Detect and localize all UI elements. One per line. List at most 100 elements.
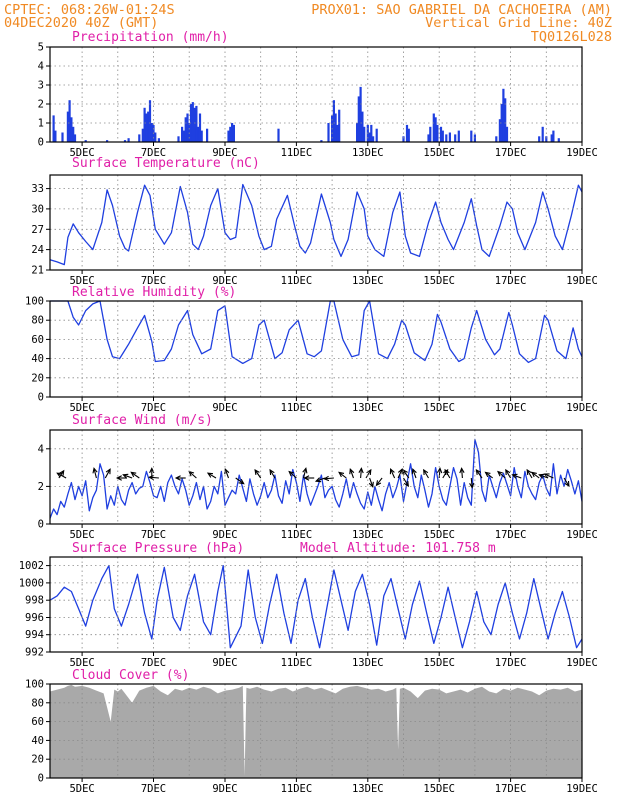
wind-series-line xyxy=(49,438,583,519)
panel-humidity: Relative Humidity (%) 0 20 40 60 80 100 5DEC 7D… xyxy=(25,285,598,414)
wind-arrow-head xyxy=(423,468,429,476)
precipitation-bar xyxy=(229,126,232,142)
precipitation-frame xyxy=(49,46,583,143)
temperature-xtick-label: 9DEC xyxy=(212,275,237,287)
precipitation-ytick-label: 2 xyxy=(38,99,44,111)
precipitation-bar xyxy=(106,140,109,142)
precipitation-bar xyxy=(66,111,69,142)
precipitation-bar xyxy=(200,130,203,142)
temperature-xtick-label: 15DEC xyxy=(423,275,455,287)
cloud-xtick-label: 13DEC xyxy=(352,783,384,795)
wind-arrow xyxy=(390,468,396,479)
wind-arrow-head xyxy=(543,473,550,479)
header-location: CPTEC: 068:26W-01:24S xyxy=(4,2,175,18)
humidity-ytick-label: 40 xyxy=(31,353,44,365)
precipitation-bar xyxy=(157,138,160,142)
precipitation-xtick-label: 11DEC xyxy=(281,147,313,159)
precipitation-bar xyxy=(184,117,187,142)
wind-arrow-head xyxy=(206,472,214,478)
wind-arrow xyxy=(563,477,570,487)
precipitation-bar xyxy=(338,109,341,142)
wind-arrow-head xyxy=(444,468,450,476)
precipitation-bar xyxy=(448,132,451,142)
wind-arrow xyxy=(512,474,522,479)
precipitation-bar xyxy=(370,124,373,142)
wind-plot: 0 2 4 5DEC 7DEC 9DEC 11DEC 13DEC 15DEC 17DEC 19DEC xyxy=(38,429,598,541)
precipitation-bar xyxy=(439,126,443,142)
precipitation-bar xyxy=(552,130,555,142)
temperature-ytick-label: 21 xyxy=(31,265,44,277)
wind-arrow-head xyxy=(526,468,532,476)
humidity-xtick-label: 15DEC xyxy=(423,402,455,414)
wind-arrow xyxy=(485,471,494,479)
cloud-ytick-label: 100 xyxy=(25,679,44,691)
wind-arrow xyxy=(149,476,159,479)
precipitation-xtick-label: 9DEC xyxy=(212,147,237,159)
wind-arrow-head xyxy=(224,468,230,475)
wind-ytick-label: 0 xyxy=(38,519,44,531)
precipitation-bar xyxy=(277,128,280,142)
temperature-xtick-label: 11DEC xyxy=(281,275,313,287)
humidity-ytick-label: 20 xyxy=(31,372,44,384)
precipitation-bar xyxy=(143,107,146,142)
humidity-xtick-label: 9DEC xyxy=(212,402,237,414)
precipitation-ytick-label: 0 xyxy=(38,137,44,149)
header-model: TQ0126L028 xyxy=(531,29,612,45)
temperature-plot: 21 24 27 30 33 5DEC 7DEC 9DEC 11DEC 13DEC 15DEC 17D… xyxy=(31,174,598,287)
wind-arrow xyxy=(235,477,245,485)
wind-arrow-head xyxy=(122,473,129,479)
precipitation-bar xyxy=(148,100,152,142)
precipitation-bar xyxy=(505,126,509,142)
precipitation-bar xyxy=(198,113,202,142)
humidity-xtick-label: 5DEC xyxy=(69,402,94,414)
pressure-ytick-label: 1002 xyxy=(19,560,44,572)
wind-arrow-head xyxy=(531,471,537,478)
precipitation-plot: 0 1 2 3 4 5 5DEC 7DEC 9DEC 11DEC 13DEC 15DEC 17DEC 19… xyxy=(38,42,598,160)
pressure-xtick-label: 19DEC xyxy=(566,657,598,669)
cloud-area xyxy=(50,684,582,778)
wind-arrow xyxy=(423,469,429,479)
wind-arrow xyxy=(130,471,140,479)
wind-xtick-label: 17DEC xyxy=(495,529,527,541)
precipitation-bar xyxy=(336,124,339,142)
wind-arrow-head xyxy=(402,468,408,475)
model-altitude-note: Model Altitude: 101.758 m xyxy=(300,541,496,556)
cloud-xtick-label: 5DEC xyxy=(69,783,94,795)
precipitation-bar xyxy=(70,117,73,142)
precipitation-bar xyxy=(454,134,457,142)
temperature-title: Surface Temperature (nC) xyxy=(72,156,260,171)
precipitation-ytick-label: 5 xyxy=(38,42,44,54)
wind-ytick-label: 2 xyxy=(38,481,44,493)
wind-arrow xyxy=(123,474,133,479)
cloud-ytick-label: 20 xyxy=(31,754,44,766)
wind-arrow xyxy=(360,468,362,479)
wind-arrow-head xyxy=(254,468,260,475)
wind-arrow-head xyxy=(174,475,181,481)
humidity-xtick-label: 19DEC xyxy=(566,402,598,414)
precipitation-xtick-label: 17DEC xyxy=(495,147,527,159)
wind-arrow xyxy=(369,477,374,487)
wind-arrow xyxy=(403,477,409,487)
precipitation-xtick-label: 15DEC xyxy=(423,147,455,159)
wind-arrow-head xyxy=(303,475,310,481)
precipitation-bar xyxy=(550,134,553,142)
wind-arrow xyxy=(505,469,512,479)
precipitation-bar xyxy=(123,140,127,142)
wind-arrow xyxy=(93,468,97,479)
precipitation-bar xyxy=(436,124,439,142)
header-run-time: 04DEC2020 40Z (GMT) xyxy=(4,15,158,31)
panel-pressure: Surface Pressure (hPa) Model Altitude: 1… xyxy=(19,541,598,669)
wind-arrow xyxy=(104,468,111,479)
wind-arrow-head xyxy=(375,480,382,487)
pressure-xtick-label: 7DEC xyxy=(141,657,166,669)
wind-xtick-label: 7DEC xyxy=(141,529,166,541)
humidity-xtick-label: 13DEC xyxy=(352,402,384,414)
precipitation-bar xyxy=(186,113,189,142)
precipitation-bar xyxy=(357,96,360,142)
panel-wind: Surface Wind (m/s) 0 2 4 5DEC 7DEC 9DEC 11DEC 1… xyxy=(38,413,598,541)
temperature-frame xyxy=(49,174,583,271)
cloud-cover-plot: 0 20 40 60 80 100 5DEC 7DEC 9DEC 11DEC 13DEC 15DEC 1… xyxy=(25,679,598,796)
humidity-xtick-label: 11DEC xyxy=(281,402,313,414)
wind-arrow-head xyxy=(105,468,111,475)
precipitation-bar xyxy=(495,136,498,142)
